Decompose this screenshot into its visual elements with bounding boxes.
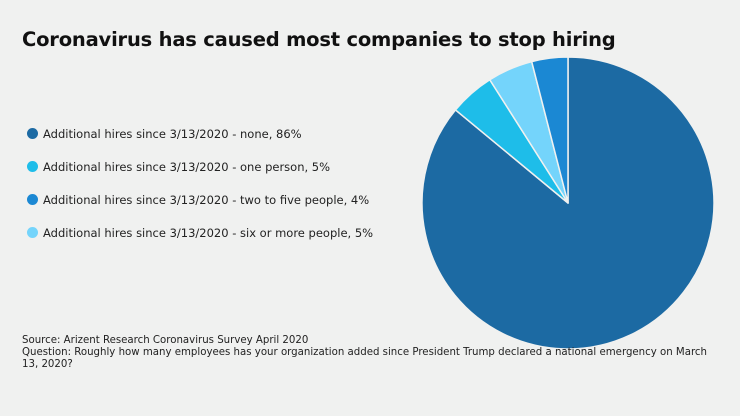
legend-label: Additional hires since 3/13/2020 - six o… [43,225,374,240]
legend-swatch [27,194,38,205]
legend-swatch [27,227,38,238]
legend-label: Additional hires since 3/13/2020 - one p… [43,159,331,174]
legend-swatch [27,128,38,139]
legend-item: Additional hires since 3/13/2020 - two t… [27,183,373,216]
pie-slice [530,56,569,204]
legend-swatch [27,161,38,172]
legend-label: Additional hires since 3/13/2020 - two t… [43,192,370,207]
chart-footer: Source: Arizent Research Coronavirus Sur… [22,335,722,370]
legend-item: Additional hires since 3/13/2020 - one p… [27,150,373,183]
legend-item: Additional hires since 3/13/2020 - six o… [27,216,373,249]
chart-title: Coronavirus has caused most companies to… [22,28,616,51]
legend-label: Additional hires since 3/13/2020 - none,… [43,126,302,141]
legend-item: Additional hires since 3/13/2020 - none,… [27,117,373,150]
source-note: Source: Arizent Research Coronavirus Sur… [22,335,309,346]
legend: Additional hires since 3/13/2020 - none,… [27,117,373,249]
question-note: Question: Roughly how many employees has… [22,346,707,370]
